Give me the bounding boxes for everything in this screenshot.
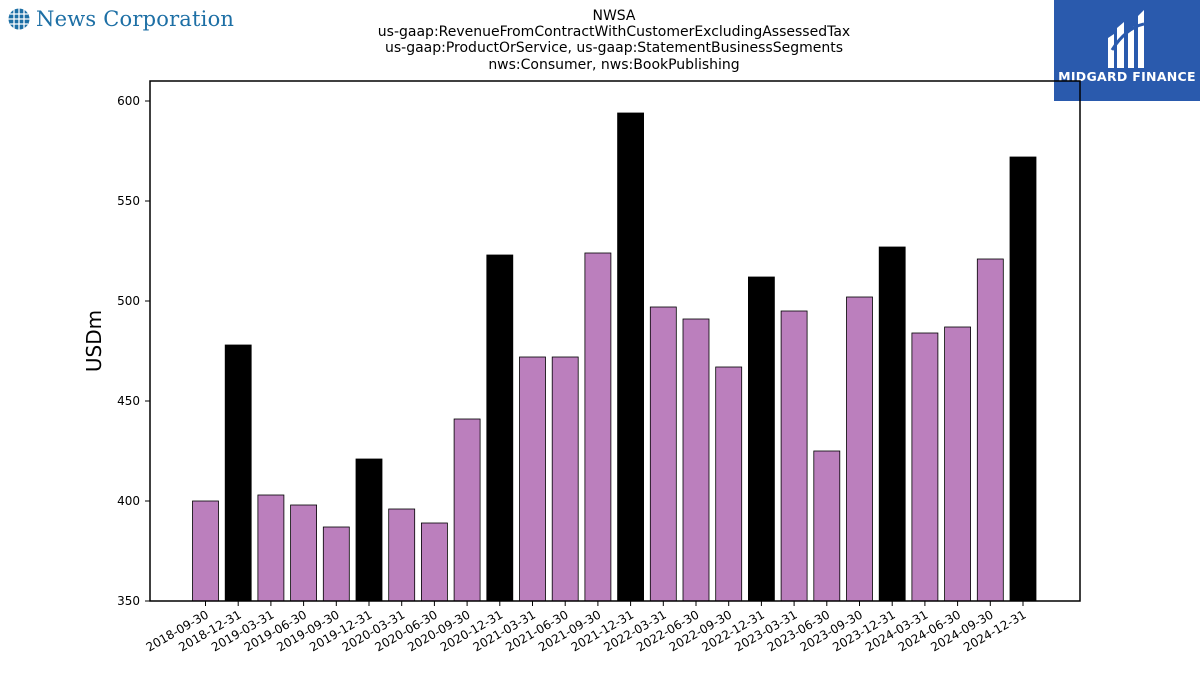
bar-2020-03-31 xyxy=(388,508,416,602)
bar-2021-09-30 xyxy=(584,252,612,602)
bar-2023-06-30 xyxy=(813,450,841,602)
y-tick-label: 500 xyxy=(117,294,140,308)
midgard-finance-logo-text: MIDGARD FINANCE xyxy=(1058,69,1196,84)
bar-2023-09-30 xyxy=(846,296,873,602)
y-tick-label: 550 xyxy=(117,194,140,208)
y-tick-label: 350 xyxy=(117,594,140,608)
globe-icon xyxy=(8,8,30,30)
bar-2019-03-31 xyxy=(257,494,285,602)
bar-2024-03-31 xyxy=(911,332,939,602)
y-tick-label: 450 xyxy=(117,394,140,408)
y-tick-label: 600 xyxy=(117,94,140,108)
bar-2020-09-30 xyxy=(453,418,481,602)
bar-2022-06-30 xyxy=(682,318,710,602)
bar-2023-12-31 xyxy=(878,246,906,602)
bar-2021-06-30 xyxy=(551,356,579,602)
x-axis: 2018-09-302018-12-312019-03-312019-06-30… xyxy=(144,601,1029,654)
y-axis: 350 400 450 500 550 600 xyxy=(117,94,150,608)
chart-title-line-2: us-gaap:RevenueFromContractWithCustomerE… xyxy=(378,24,850,40)
bar-2024-06-30 xyxy=(944,326,971,602)
bar-2019-12-31 xyxy=(355,458,383,602)
chart-title-line-1: NWSA xyxy=(592,8,635,24)
bar-2019-09-30 xyxy=(322,526,350,602)
bar-2022-09-30 xyxy=(715,366,743,602)
y-axis-label: USDm xyxy=(82,310,106,372)
bar-2018-12-31 xyxy=(224,344,252,602)
bar-2022-12-31 xyxy=(748,276,775,602)
chart-title-line-4: nws:Consumer, nws:BookPublishing xyxy=(488,57,739,73)
bar-2019-06-30 xyxy=(290,504,318,602)
bar-2020-06-30 xyxy=(420,522,448,602)
chart-title-line-3: us-gaap:ProductOrService, us-gaap:Statem… xyxy=(385,40,843,56)
bar-2023-03-31 xyxy=(780,310,808,602)
news-corp-logo-text: News Corporation xyxy=(36,7,235,31)
bar-2024-09-30 xyxy=(976,258,1004,602)
midgard-mark-icon xyxy=(1108,10,1145,68)
bar-2020-12-31 xyxy=(486,254,514,602)
bar-2022-03-31 xyxy=(649,306,677,602)
y-tick-label: 400 xyxy=(117,494,140,508)
bar-2024-12-31 xyxy=(1009,156,1037,602)
bar-2021-12-31 xyxy=(617,112,644,602)
bars-group xyxy=(192,112,1037,602)
chart-title: NWSA us-gaap:RevenueFromContractWithCust… xyxy=(378,8,850,73)
midgard-finance-logo: MIDGARD FINANCE xyxy=(1054,0,1200,101)
plot-frame xyxy=(149,80,1081,602)
bar-2018-09-30 xyxy=(192,500,219,602)
news-corp-logo: News Corporation xyxy=(8,6,234,32)
bar-2021-03-31 xyxy=(519,356,546,602)
